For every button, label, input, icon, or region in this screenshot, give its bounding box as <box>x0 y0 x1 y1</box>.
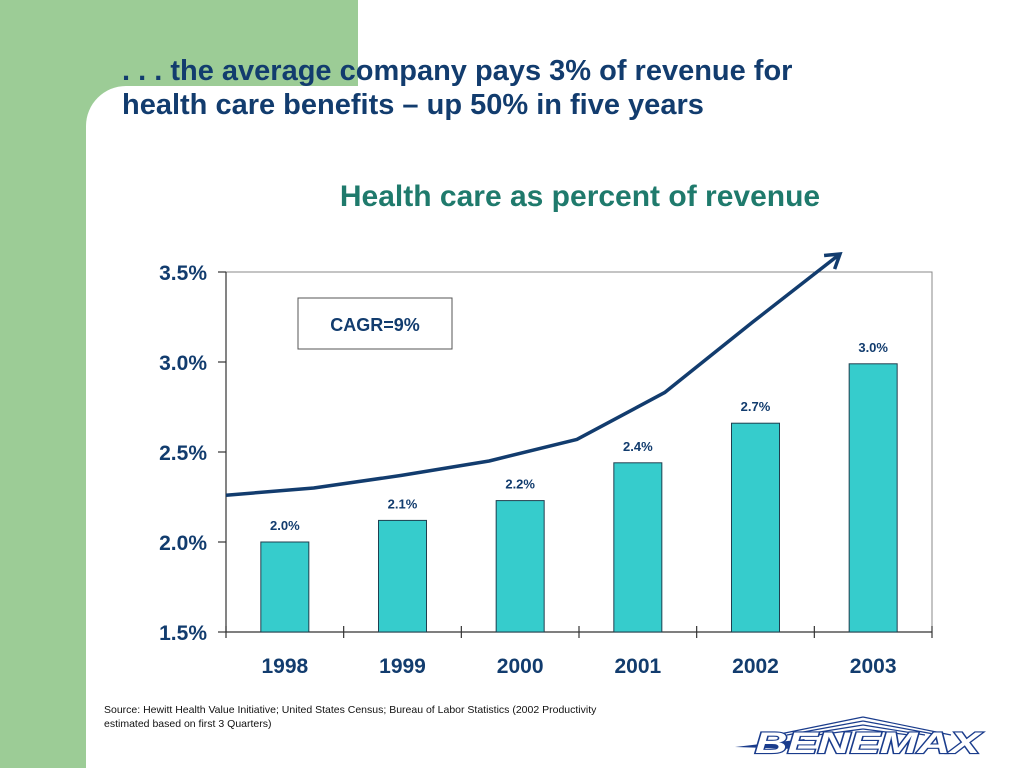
source-note: Source: Hewitt Health Value Initiative; … <box>104 703 684 731</box>
bar <box>260 541 310 633</box>
slide-headline: . . . the average company pays 3% of rev… <box>122 54 1002 122</box>
benemax-logo: BENEMAX <box>735 716 984 760</box>
x-tick-label: 2003 <box>850 655 897 678</box>
bar-data-label: 2.7% <box>741 399 771 414</box>
x-tick-label: 2001 <box>614 655 661 678</box>
trend-arrow-head <box>823 251 843 270</box>
bar <box>848 363 898 633</box>
logo-swoosh <box>735 739 805 749</box>
bar <box>495 500 545 633</box>
bar-data-label: 3.0% <box>858 340 888 355</box>
source-line-2: estimated based on first 3 Quarters) <box>104 718 272 730</box>
chart-title: Health care as percent of revenue <box>339 180 821 213</box>
y-tick-label: 2.0% <box>159 532 207 555</box>
bar <box>731 422 780 633</box>
headline-line-1: . . . the average company pays 3% of rev… <box>122 55 793 87</box>
bar-data-label: 2.0% <box>270 518 300 533</box>
y-tick-label: 3.5% <box>159 262 207 285</box>
x-tick-label: 1999 <box>379 655 426 678</box>
y-tick-label: 2.5% <box>159 442 207 465</box>
bar-data-label: 2.1% <box>388 496 418 511</box>
y-tick-label: 3.0% <box>159 352 207 375</box>
bar <box>613 462 663 633</box>
x-tick-label: 1998 <box>261 655 308 678</box>
headline-line-2: health care benefits – up 50% in five ye… <box>122 89 704 121</box>
cagr-label: CAGR=9% <box>330 315 420 335</box>
top-white-area <box>358 0 1024 90</box>
x-tick-label: 2000 <box>497 655 544 678</box>
cagr-box <box>297 297 453 350</box>
y-tick-label: 1.5% <box>159 622 207 645</box>
logo-roof-lines <box>774 716 952 736</box>
chart-layer: 1.5% 2.0% 2.5% 3.0% 3.5% 2.0% 1998 2.1% 1999 2.2%… <box>159 251 933 678</box>
bar <box>378 519 427 633</box>
x-tick-label: 2002 <box>732 655 779 678</box>
logo-wordmark: BENEMAX <box>755 727 983 760</box>
trend-arrow-line <box>225 252 842 497</box>
bar-data-label: 2.4% <box>623 439 653 454</box>
bar-data-label: 2.2% <box>505 477 535 492</box>
source-line-1: Source: Hewitt Health Value Initiative; … <box>104 704 597 716</box>
